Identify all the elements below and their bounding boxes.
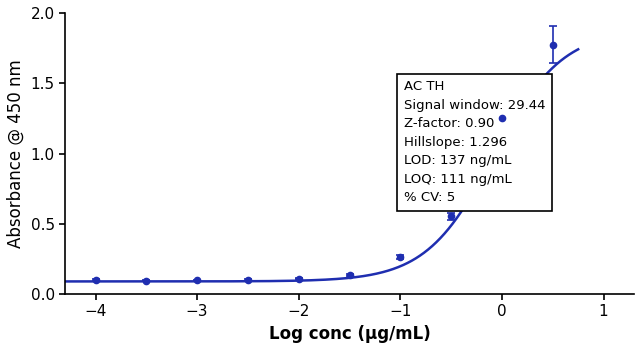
X-axis label: Log conc (μg/mL): Log conc (μg/mL) (269, 325, 430, 343)
Text: AC TH
Signal window: 29.44
Z-factor: 0.90
Hillslope: 1.296
LOD: 137 ng/mL
LOQ: 1: AC TH Signal window: 29.44 Z-factor: 0.9… (404, 80, 545, 204)
Y-axis label: Absorbance @ 450 nm: Absorbance @ 450 nm (7, 59, 25, 248)
